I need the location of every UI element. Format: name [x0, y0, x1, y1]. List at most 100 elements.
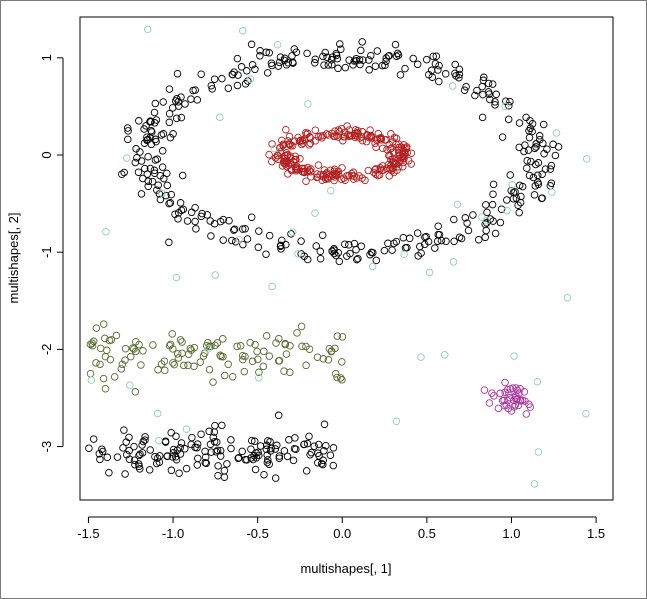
data-point — [326, 451, 335, 459]
data-point — [250, 437, 259, 446]
data-point — [163, 169, 171, 178]
data-point — [198, 209, 206, 218]
data-point — [449, 258, 458, 266]
data-point — [130, 442, 138, 451]
data-point — [314, 173, 322, 181]
data-point — [206, 440, 215, 449]
data-point — [390, 159, 399, 168]
data-point — [238, 351, 247, 360]
data-point — [398, 162, 407, 171]
data-point — [137, 361, 145, 369]
data-point — [264, 456, 272, 464]
data-point — [285, 132, 294, 141]
data-point — [511, 401, 520, 409]
data-point — [146, 117, 154, 126]
y-axis-label: multishapes[, 2] — [6, 212, 21, 303]
data-point — [238, 225, 247, 233]
data-point — [425, 70, 433, 79]
data-point — [302, 177, 310, 185]
data-point — [304, 100, 312, 108]
data-point — [179, 205, 188, 214]
data-point — [503, 196, 511, 204]
data-point — [432, 52, 441, 60]
data-point — [218, 421, 226, 430]
data-point — [140, 125, 148, 133]
data-point — [390, 133, 399, 142]
data-point — [151, 99, 160, 108]
data-point — [515, 208, 523, 217]
data-point — [118, 360, 127, 369]
data-point — [214, 471, 222, 480]
data-point — [184, 361, 192, 370]
data-point — [123, 450, 131, 459]
data-point — [312, 242, 320, 250]
data-point — [205, 427, 213, 436]
data-point — [227, 436, 235, 444]
data-point — [275, 452, 284, 460]
data-point — [89, 435, 98, 443]
data-point — [92, 324, 101, 332]
data-point — [333, 373, 341, 382]
data-point — [314, 440, 323, 449]
data-point — [389, 148, 398, 157]
data-point — [396, 71, 405, 79]
data-point — [124, 135, 132, 144]
data-point — [281, 154, 289, 162]
data-point — [241, 455, 250, 464]
data-point — [255, 227, 263, 235]
data-point — [205, 365, 214, 374]
data-point — [367, 51, 375, 60]
data-point — [143, 133, 151, 141]
data-point — [306, 167, 315, 176]
data-point — [517, 192, 525, 201]
data-point — [286, 152, 294, 160]
data-point — [474, 235, 483, 244]
data-point — [337, 45, 345, 53]
data-point — [353, 174, 361, 182]
data-point — [177, 113, 186, 122]
data-point — [268, 140, 276, 148]
data-point — [492, 90, 500, 99]
data-point — [305, 432, 313, 441]
data-point — [345, 56, 353, 64]
data-point — [371, 62, 380, 70]
data-point — [193, 96, 202, 104]
data-point — [455, 73, 463, 82]
data-point — [181, 100, 189, 108]
data-point — [523, 156, 531, 165]
data-point — [331, 127, 339, 135]
data-point — [528, 120, 537, 128]
data-point — [358, 136, 367, 145]
data-point — [330, 173, 339, 181]
data-point — [506, 97, 514, 106]
data-point — [220, 473, 229, 481]
data-point — [523, 164, 531, 172]
data-point — [501, 102, 510, 111]
data-point — [377, 136, 386, 144]
data-point — [191, 217, 199, 226]
data-point — [150, 108, 159, 117]
data-point — [324, 356, 333, 364]
data-point — [478, 213, 486, 221]
data-point — [333, 54, 342, 63]
data-point — [153, 409, 162, 418]
data-point — [218, 74, 226, 83]
data-point — [525, 171, 534, 180]
data-point — [173, 95, 181, 103]
data-point — [125, 446, 133, 455]
data-point — [155, 436, 163, 445]
data-point — [563, 293, 572, 302]
series-5 — [87, 25, 591, 488]
data-point — [190, 362, 198, 371]
data-point — [372, 143, 380, 151]
data-point — [197, 70, 205, 78]
data-point — [207, 232, 215, 240]
data-point — [329, 461, 338, 470]
data-point — [165, 85, 174, 93]
data-point — [131, 460, 139, 469]
data-point — [328, 172, 337, 180]
data-point — [144, 182, 152, 191]
data-point — [334, 64, 342, 73]
data-point — [483, 208, 491, 217]
data-point — [263, 69, 272, 77]
